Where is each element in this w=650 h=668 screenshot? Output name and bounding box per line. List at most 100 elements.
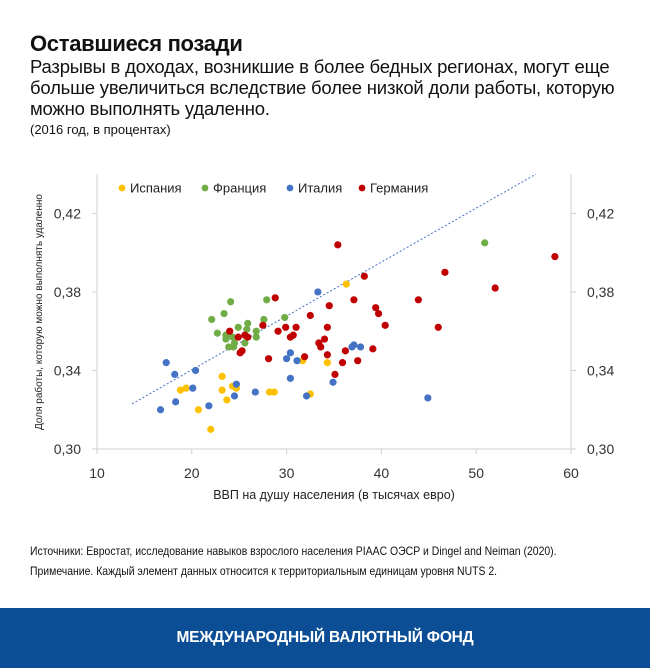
y-tick-label-left: 0,42 <box>54 205 81 221</box>
x-tick-label: 60 <box>563 465 579 481</box>
data-point <box>223 396 231 404</box>
data-point <box>374 309 383 318</box>
data-point <box>282 323 290 331</box>
data-point <box>289 331 297 339</box>
data-point <box>320 335 329 343</box>
data-point <box>156 406 165 414</box>
data-point <box>244 319 252 327</box>
data-point <box>259 321 267 329</box>
data-point <box>228 333 237 341</box>
data-point <box>350 296 358 304</box>
data-point <box>317 343 325 351</box>
data-point <box>232 380 240 388</box>
data-point <box>414 296 422 304</box>
data-point <box>481 239 489 247</box>
data-point <box>271 294 279 302</box>
data-point <box>369 345 377 353</box>
data-point <box>434 323 442 331</box>
data-point <box>252 333 260 341</box>
legend-marker <box>286 184 294 192</box>
data-point <box>263 296 271 304</box>
y-tick-label-right: 0,38 <box>587 284 614 300</box>
brand-logo-text: МЕЖДУНАРОДНЫЙ ВАЛЮТНЫЙ ФОНД <box>176 629 474 646</box>
data-point <box>350 341 358 349</box>
data-point <box>222 335 230 343</box>
data-point <box>424 394 432 402</box>
data-point <box>329 378 337 386</box>
data-point <box>230 392 239 400</box>
data-point <box>306 311 314 320</box>
trendline-line <box>131 173 537 405</box>
data-point <box>325 302 333 310</box>
data-point <box>441 268 449 276</box>
data-point <box>302 392 311 400</box>
source-note: Источники: Евростат, исследование навыко… <box>30 544 557 558</box>
data-point <box>226 327 234 335</box>
data-point <box>293 357 301 365</box>
y-tick-label-right: 0,34 <box>587 362 614 378</box>
data-point <box>342 280 350 288</box>
data-points <box>156 239 559 433</box>
legend-marker <box>118 184 126 192</box>
data-point <box>356 343 365 351</box>
legend-label: Франция <box>213 181 266 196</box>
data-point <box>236 349 244 357</box>
x-tick-label: 30 <box>279 465 295 481</box>
data-point <box>286 374 294 382</box>
data-point <box>244 333 252 341</box>
footnote: Примечание. Каждый элемент данных относи… <box>30 564 498 578</box>
x-tick-label: 20 <box>184 465 200 481</box>
data-point <box>360 272 368 280</box>
legend-label: Германия <box>370 181 428 196</box>
data-point <box>213 329 221 337</box>
data-point <box>234 333 242 341</box>
data-point <box>331 370 339 379</box>
data-point <box>220 309 228 318</box>
data-point <box>205 402 213 410</box>
legend-label: Испания <box>130 181 182 196</box>
data-point <box>218 372 226 380</box>
data-point <box>171 370 179 379</box>
x-tick-label: 10 <box>89 465 105 481</box>
data-point <box>372 304 380 312</box>
data-point <box>264 355 273 363</box>
data-point <box>227 298 235 306</box>
data-point <box>274 327 282 335</box>
trendline <box>131 173 537 405</box>
data-point <box>252 327 260 335</box>
data-point <box>292 323 300 331</box>
data-point <box>234 323 242 331</box>
data-point <box>241 339 249 347</box>
data-point <box>323 351 331 359</box>
chart-title: Оставшиеся позади <box>30 31 243 56</box>
data-point <box>301 353 309 361</box>
axes: 10 20 30 40 50 60 0,30 0,30 0,34 0,34 0,38 0,38 0,42… <box>54 174 614 481</box>
y-tick-label-right: 0,42 <box>587 205 614 221</box>
notes: Источники: Евростат, исследование навыко… <box>30 541 557 581</box>
data-point <box>162 359 170 367</box>
data-point <box>251 388 259 396</box>
legend-label: Италия <box>298 181 342 196</box>
y-tick-label-left: 0,30 <box>54 441 81 457</box>
data-point <box>334 241 342 249</box>
legend-marker <box>201 184 209 192</box>
data-point <box>176 386 185 394</box>
data-point <box>229 343 238 351</box>
data-point <box>354 357 362 365</box>
data-point <box>172 398 180 406</box>
data-point <box>243 325 251 333</box>
data-point <box>260 315 268 324</box>
data-point <box>286 349 294 357</box>
x-tick-label: 50 <box>468 465 484 481</box>
data-point <box>189 384 197 392</box>
chart-subtitle: Разрывы в доходах, возникшие в более бед… <box>30 56 615 119</box>
y-tick-label-right: 0,30 <box>587 441 614 457</box>
footer-banner: МЕЖДУНАРОДНЫЙ ВАЛЮТНЫЙ ФОНД <box>0 608 650 668</box>
scatter-chart: 10 20 30 40 50 60 0,30 0,30 0,34 0,34 0,38 0,38 0,42… <box>33 173 614 502</box>
x-axis-label: ВВП на душу населения (в тысячах евро) <box>213 488 455 502</box>
data-point <box>323 359 331 367</box>
data-point <box>323 323 331 331</box>
data-point <box>551 253 559 261</box>
data-point <box>182 384 190 392</box>
data-point <box>341 347 349 355</box>
